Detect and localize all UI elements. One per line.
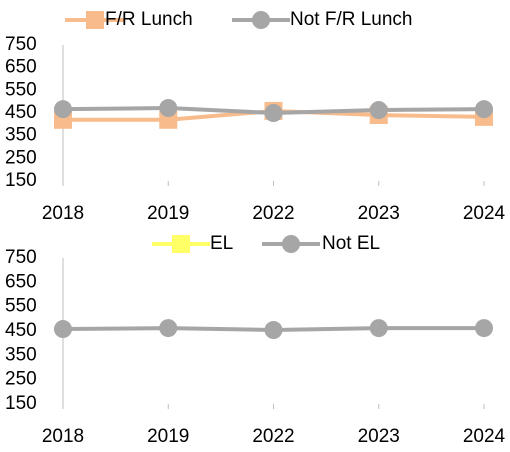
y-tick-label: 350 xyxy=(5,344,37,365)
y-tick-label: 750 xyxy=(5,247,37,268)
y-tick-label: 350 xyxy=(5,125,37,146)
x-tick-label: 2023 xyxy=(358,203,400,224)
y-tick-label: 650 xyxy=(5,57,37,78)
y-tick-label: 250 xyxy=(5,147,37,168)
legend-label: EL xyxy=(210,233,233,254)
marker xyxy=(369,101,388,120)
marker xyxy=(54,320,72,339)
legend-label: Not EL xyxy=(322,233,380,254)
legend-marker xyxy=(282,235,300,253)
y-tick-label: 450 xyxy=(5,102,37,123)
y-tick-label: 450 xyxy=(5,320,37,341)
marker xyxy=(159,319,178,338)
legend-marker xyxy=(86,11,104,29)
marker xyxy=(54,100,72,119)
x-tick-label: 2022 xyxy=(252,426,294,447)
x-tick-label: 2023 xyxy=(358,426,400,447)
y-tick-label: 250 xyxy=(5,369,37,390)
y-tick-label: 150 xyxy=(5,393,37,414)
x-tick-label: 2019 xyxy=(147,203,189,224)
y-tick-label: 550 xyxy=(5,296,37,317)
y-tick-label: 550 xyxy=(5,79,37,100)
y-tick-label: 150 xyxy=(5,170,37,191)
x-tick-label: 2024 xyxy=(463,426,506,447)
legend-label: Not F/R Lunch xyxy=(290,9,413,30)
marker xyxy=(264,104,283,122)
legend-label: F/R Lunch xyxy=(105,9,193,30)
marker xyxy=(369,319,388,338)
x-tick-label: 2018 xyxy=(42,426,84,447)
marker xyxy=(264,321,283,340)
marker xyxy=(159,99,178,118)
y-tick-label: 650 xyxy=(5,271,37,292)
x-tick-label: 2024 xyxy=(463,203,506,224)
marker xyxy=(475,100,493,119)
legend-marker xyxy=(172,235,190,253)
y-tick-label: 750 xyxy=(5,34,37,55)
x-tick-label: 2022 xyxy=(252,203,294,224)
legend-marker xyxy=(252,11,270,29)
x-tick-label: 2019 xyxy=(147,426,189,447)
x-tick-label: 2018 xyxy=(42,203,84,224)
marker xyxy=(475,319,493,338)
